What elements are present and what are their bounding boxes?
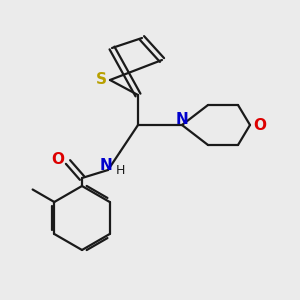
Text: O: O	[52, 152, 64, 167]
Text: O: O	[254, 118, 266, 133]
Text: N: N	[100, 158, 112, 173]
Text: N: N	[176, 112, 188, 127]
Text: S: S	[95, 73, 106, 88]
Text: H: H	[115, 164, 125, 178]
